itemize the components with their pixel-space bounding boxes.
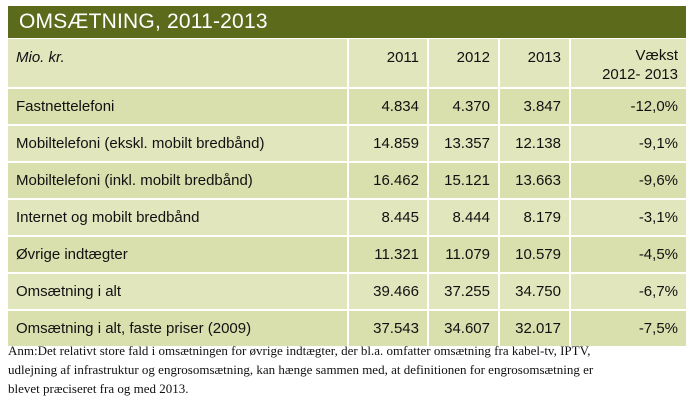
row-label: Mobiltelefoni (ekskl. mobilt bredbånd) <box>8 125 348 163</box>
footnote: Anm:Det relativt store fald i omsætninge… <box>8 341 688 398</box>
value-2011: 39.466 <box>347 273 428 311</box>
growth-value: -6,7% <box>569 273 686 311</box>
table-row: Omsætning i alt 39.466 37.255 34.750 -6,… <box>8 273 686 311</box>
value-2013: 10.579 <box>498 236 570 274</box>
value-2013: 13.663 <box>498 162 570 200</box>
row-label: Mobiltelefoni (inkl. mobilt bredbånd) <box>8 162 348 200</box>
value-2012: 11.079 <box>427 236 499 274</box>
footnote-line: blevet præciseret fra og med 2013. <box>8 381 189 396</box>
value-2013: 32.017 <box>498 310 570 348</box>
value-2012: 34.607 <box>427 310 499 348</box>
growth-value: -9,6% <box>569 162 686 200</box>
unit-header: Mio. kr. <box>8 39 348 89</box>
value-2012: 8.444 <box>427 199 499 237</box>
table-row: Mobiltelefoni (ekskl. mobilt bredbånd) 1… <box>8 125 686 163</box>
value-2013: 34.750 <box>498 273 570 311</box>
table-row: Fastnettelefoni 4.834 4.370 3.847 -12,0% <box>8 88 686 126</box>
growth-header-line2: 2012- 2013 <box>602 66 678 83</box>
value-2011: 16.462 <box>347 162 428 200</box>
row-label: Øvrige indtægter <box>8 236 348 274</box>
value-2012: 13.357 <box>427 125 499 163</box>
value-2011: 11.321 <box>347 236 428 274</box>
growth-value: -12,0% <box>569 88 686 126</box>
growth-value: -7,5% <box>569 310 686 348</box>
growth-header-line1: Vækst <box>635 47 678 64</box>
revenue-table: Mio. kr. 2011 2012 2013 Vækst 2012- 2013… <box>8 39 686 348</box>
year-header-2013: 2013 <box>498 39 570 89</box>
value-2012: 37.255 <box>427 273 499 311</box>
value-2012: 15.121 <box>427 162 499 200</box>
year-header-2011: 2011 <box>347 39 428 89</box>
table-row: Omsætning i alt, faste priser (2009) 37.… <box>8 310 686 348</box>
table-title: OMSÆTNING, 2011-2013 <box>8 6 686 38</box>
year-header-2012: 2012 <box>427 39 499 89</box>
row-label: Omsætning i alt <box>8 273 348 311</box>
value-2013: 8.179 <box>498 199 570 237</box>
row-label: Internet og mobilt bredbånd <box>8 199 348 237</box>
value-2013: 12.138 <box>498 125 570 163</box>
footnote-line: Anm:Det relativt store fald i omsætninge… <box>8 343 591 358</box>
row-label: Omsætning i alt, faste priser (2009) <box>8 310 348 348</box>
footnote-line: udlejning af infrastruktur og engrosomsæ… <box>8 362 594 377</box>
table-row: Internet og mobilt bredbånd 8.445 8.444 … <box>8 199 686 237</box>
value-2011: 4.834 <box>347 88 428 126</box>
table-row: Øvrige indtægter 11.321 11.079 10.579 -4… <box>8 236 686 274</box>
table-row: Mobiltelefoni (inkl. mobilt bredbånd) 16… <box>8 162 686 200</box>
value-2012: 4.370 <box>427 88 499 126</box>
value-2011: 37.543 <box>347 310 428 348</box>
header-row: Mio. kr. 2011 2012 2013 Vækst 2012- 2013 <box>8 39 686 89</box>
growth-value: -9,1% <box>569 125 686 163</box>
growth-value: -4,5% <box>569 236 686 274</box>
growth-value: -3,1% <box>569 199 686 237</box>
growth-header: Vækst 2012- 2013 <box>569 39 686 89</box>
value-2013: 3.847 <box>498 88 570 126</box>
row-label: Fastnettelefoni <box>8 88 348 126</box>
value-2011: 14.859 <box>347 125 428 163</box>
value-2011: 8.445 <box>347 199 428 237</box>
